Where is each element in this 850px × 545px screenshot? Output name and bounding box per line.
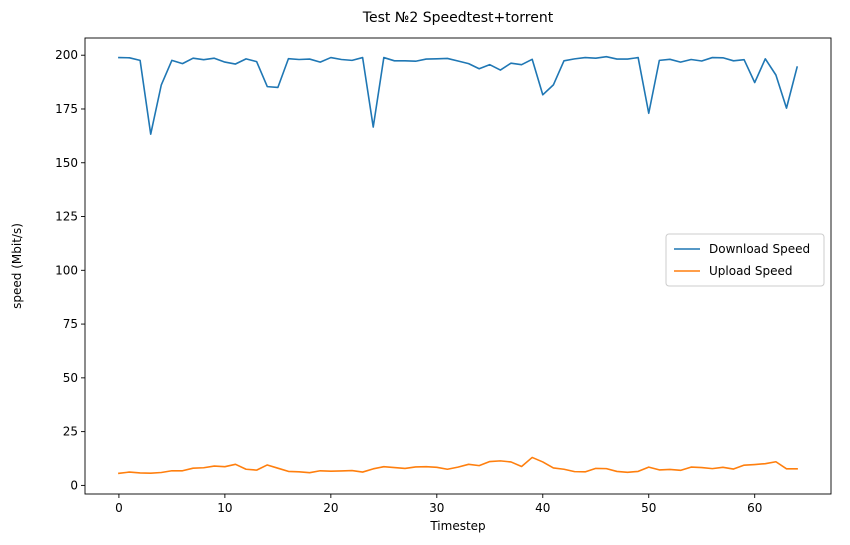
x-tick-label: 50 <box>641 501 656 515</box>
y-axis: 0 25 50 75 100 125 150 175 200 <box>55 48 85 492</box>
x-axis-label: Timestep <box>429 519 485 533</box>
legend: Download Speed Upload Speed <box>665 233 825 287</box>
series-line-0 <box>118 55 799 135</box>
x-tick-label: 0 <box>115 501 123 515</box>
chart-title: Test №2 Speedtest+torrent <box>362 10 554 26</box>
y-tick-label: 125 <box>55 210 78 224</box>
y-tick-label: 100 <box>55 263 78 277</box>
legend-box <box>665 233 825 287</box>
y-axis-label: speed (Mbit/s) <box>10 223 24 309</box>
x-tick-label: 60 <box>747 501 762 515</box>
x-axis: 0 10 20 30 40 50 60 <box>115 494 762 515</box>
y-tick-label: 200 <box>55 48 78 62</box>
y-tick-label: 0 <box>70 478 78 492</box>
series-line-1 <box>118 456 798 475</box>
legend-entry-0: Download Speed <box>709 242 810 256</box>
plot-frame <box>84 37 832 495</box>
x-tick-label: 20 <box>323 501 338 515</box>
y-tick-label: 50 <box>63 371 78 385</box>
plot-area <box>84 37 832 495</box>
y-tick-label: 25 <box>63 425 78 439</box>
x-tick-label: 30 <box>429 501 444 515</box>
y-tick-label: 175 <box>55 102 78 116</box>
y-tick-label: 75 <box>63 317 78 331</box>
x-tick-label: 10 <box>217 501 232 515</box>
x-tick-label: 40 <box>535 501 550 515</box>
legend-entry-1: Upload Speed <box>709 264 792 278</box>
y-tick-label: 150 <box>55 156 78 170</box>
